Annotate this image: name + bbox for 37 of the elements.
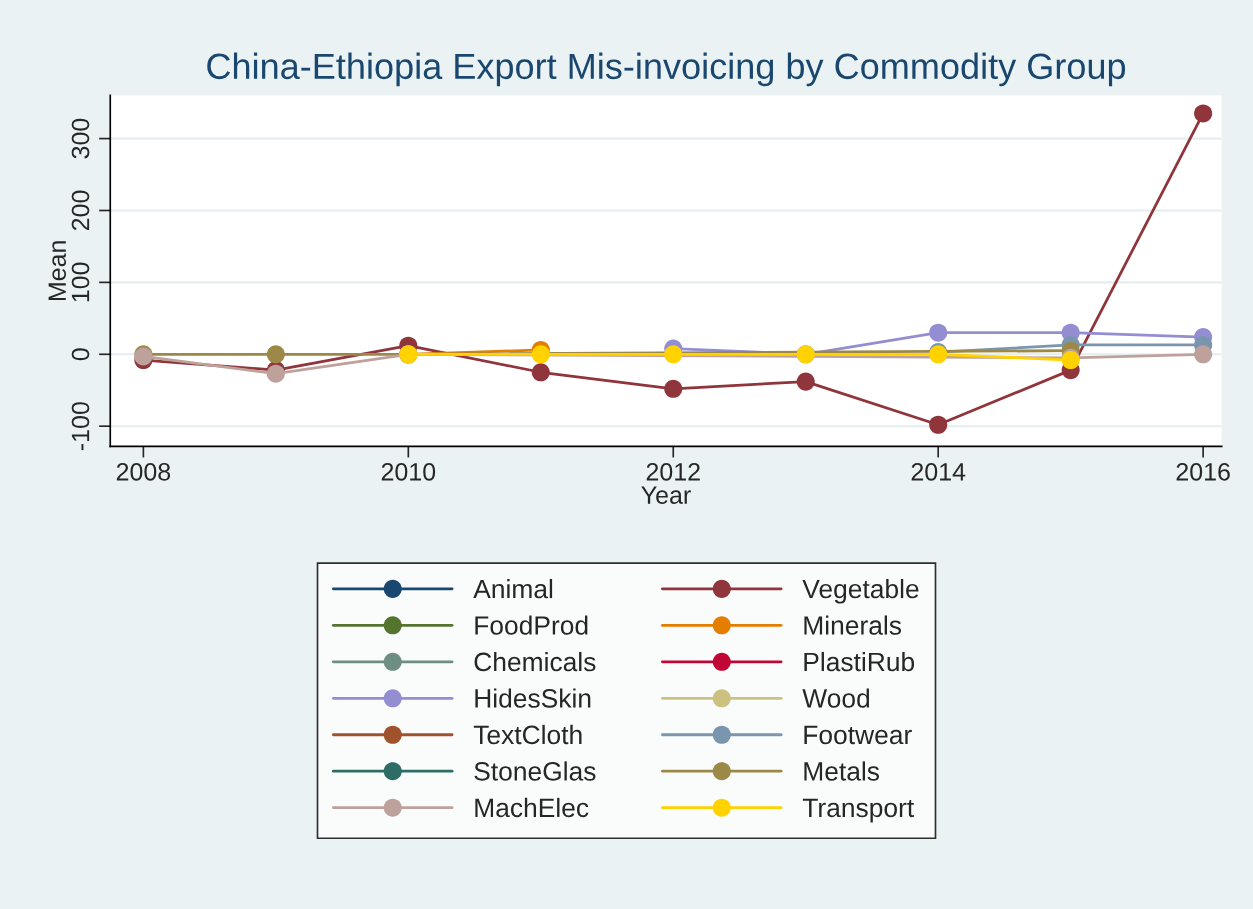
legend-label: FoodProd bbox=[475, 615, 588, 635]
y-tick-label: 200 bbox=[71, 190, 90, 231]
point bbox=[796, 372, 815, 391]
x-tick-label: 2012 bbox=[646, 462, 700, 481]
legend-label: TextCloth bbox=[473, 724, 582, 745]
y-axis-title: Mean bbox=[48, 241, 67, 301]
y-tick-label: -100 bbox=[71, 402, 90, 451]
point bbox=[531, 345, 550, 364]
point bbox=[1194, 345, 1213, 364]
legend-label: MachElec bbox=[475, 797, 589, 818]
y-tick-label: 0 bbox=[71, 348, 90, 361]
legend-label: Metals bbox=[804, 761, 880, 781]
point bbox=[929, 415, 948, 434]
legend-label: Footwear bbox=[804, 725, 912, 745]
legend-label: Minerals bbox=[804, 615, 902, 635]
point bbox=[266, 345, 285, 364]
x-tick-label: 2008 bbox=[116, 462, 171, 481]
point bbox=[664, 345, 683, 364]
chart-title: China-Ethiopia Export Mis-invoicing by Commodity Group bbox=[207, 52, 1126, 87]
legend-label: StoneGlas bbox=[474, 761, 596, 781]
point bbox=[1194, 104, 1213, 123]
y-tick-label: 300 bbox=[71, 118, 90, 159]
legend-label: Animal bbox=[473, 578, 553, 599]
y-tick-label: 100 bbox=[71, 262, 90, 302]
x-tick-label: 2010 bbox=[381, 462, 436, 481]
legend-label: PlastiRub bbox=[804, 651, 915, 672]
legend-label: Vegetable bbox=[802, 578, 919, 604]
point bbox=[929, 323, 948, 342]
legend-label: Wood bbox=[802, 688, 870, 708]
x-tick-label: 2014 bbox=[911, 462, 966, 481]
point bbox=[664, 379, 683, 398]
point bbox=[531, 363, 550, 382]
legend-label: HidesSkin bbox=[475, 688, 591, 708]
x-tick-label: 2016 bbox=[1176, 462, 1230, 481]
legend-label: Chemicals bbox=[474, 651, 596, 672]
x-axis-title: Year bbox=[641, 486, 691, 504]
legend-label: Transport bbox=[802, 798, 914, 823]
